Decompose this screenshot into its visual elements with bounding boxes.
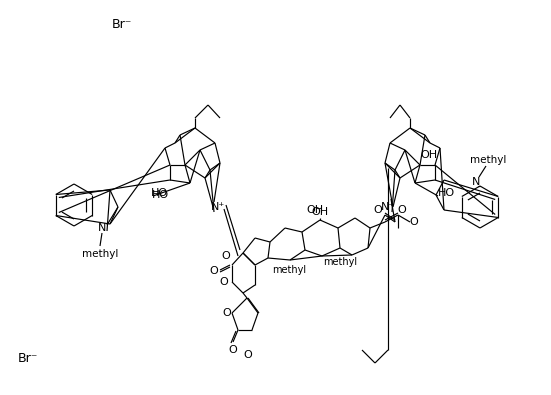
Text: O: O bbox=[409, 217, 418, 227]
Text: O: O bbox=[244, 350, 252, 360]
Text: O: O bbox=[223, 308, 231, 318]
Text: N⁺: N⁺ bbox=[381, 202, 395, 212]
Text: O: O bbox=[220, 277, 228, 287]
Text: N⁺: N⁺ bbox=[211, 202, 225, 212]
Text: O: O bbox=[222, 251, 230, 261]
Text: HO: HO bbox=[152, 190, 169, 200]
Text: HO: HO bbox=[151, 188, 168, 198]
Text: OH: OH bbox=[306, 205, 323, 215]
Text: O: O bbox=[209, 266, 218, 276]
Text: N: N bbox=[472, 177, 480, 187]
Text: Br⁻: Br⁻ bbox=[18, 352, 39, 365]
Text: methyl: methyl bbox=[323, 257, 357, 267]
Text: O: O bbox=[374, 205, 382, 215]
Text: Br⁻: Br⁻ bbox=[112, 17, 132, 30]
Text: methyl: methyl bbox=[82, 249, 118, 259]
Text: HO: HO bbox=[438, 188, 455, 198]
Text: O: O bbox=[398, 205, 407, 215]
Text: OH: OH bbox=[311, 207, 328, 217]
Text: methyl: methyl bbox=[470, 155, 506, 165]
Text: N: N bbox=[98, 223, 106, 233]
Text: O: O bbox=[229, 345, 237, 355]
Text: methyl: methyl bbox=[272, 265, 306, 275]
Text: OH: OH bbox=[420, 150, 437, 160]
